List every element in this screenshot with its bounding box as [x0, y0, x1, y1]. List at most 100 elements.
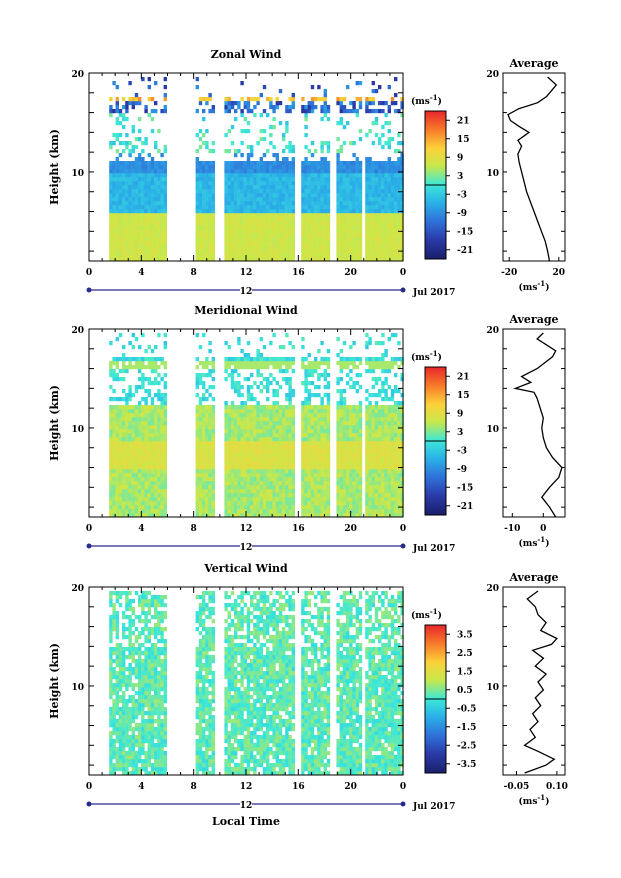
heatmap-cell [317, 409, 320, 413]
heatmap-cell [244, 229, 247, 233]
heatmap-cell [375, 245, 378, 249]
heatmap-cell [285, 445, 288, 449]
heatmap-cell [109, 209, 112, 213]
heatmap-cell [320, 357, 323, 361]
heatmap-cell [199, 445, 202, 449]
heatmap-cell [164, 245, 167, 249]
heatmap-cell [384, 481, 387, 485]
heatmap-cell [352, 161, 355, 165]
heatmap-cell [250, 237, 253, 241]
heatmap-cell [352, 101, 355, 105]
heatmap-cell [109, 437, 112, 441]
heatmap-cell [327, 477, 330, 481]
heatmap-cell [202, 169, 205, 173]
heatmap-cell [311, 429, 314, 433]
heatmap-cell [349, 241, 352, 245]
heatmap-cell [135, 173, 138, 177]
heatmap-cell [112, 397, 115, 401]
heatmap-cell [308, 489, 311, 493]
heatmap-cell [234, 381, 237, 385]
heatmap-cell [324, 141, 327, 145]
heatmap-cell [196, 409, 199, 413]
heatmap-cell [256, 485, 259, 489]
heatmap-cell [256, 177, 259, 181]
heatmap-cell [324, 157, 327, 161]
heatmap-cell [256, 413, 259, 417]
heatmap-cell [231, 429, 234, 433]
heatmap-cell [234, 453, 237, 457]
heatmap-cell [141, 489, 144, 493]
heatmap-cell [125, 245, 128, 249]
heatmap-cell [160, 461, 163, 465]
heatmap-cell [160, 413, 163, 417]
heatmap-cell [250, 405, 253, 409]
heatmap-cell [272, 489, 275, 493]
heatmap-cell [397, 241, 400, 245]
heatmap-cell [208, 477, 211, 481]
heatmap-cell [253, 241, 256, 245]
heatmap-cell [381, 445, 384, 449]
heatmap-cell [343, 245, 346, 249]
heatmap-cell [157, 405, 160, 409]
heatmap-cell [349, 385, 352, 389]
heatmap-cell [116, 201, 119, 205]
heatmap-cell [119, 501, 122, 505]
heatmap-cell [132, 205, 135, 209]
heatmap-cell [381, 161, 384, 165]
heatmap-cell [266, 389, 269, 393]
heatmap-cell [208, 361, 211, 365]
heatmap-cell [231, 185, 234, 189]
heatmap-cell [375, 413, 378, 417]
heatmap-cell [336, 409, 339, 413]
heatmap-cell [116, 97, 119, 101]
heatmap-cell [311, 165, 314, 169]
heatmap-cell [266, 217, 269, 221]
heatmap-cell [266, 185, 269, 189]
heatmap-cell [269, 493, 272, 497]
heatmap-cell [349, 477, 352, 481]
heatmap-cell [381, 233, 384, 237]
heatmap-cell [244, 445, 247, 449]
heatmap-cell [138, 357, 141, 361]
heatmap-cell [285, 365, 288, 369]
heatmap-cell [324, 101, 327, 105]
heatmap-cell [378, 217, 381, 221]
heatmap-cell [266, 485, 269, 489]
heatmap-cell [263, 433, 266, 437]
heatmap-cell [365, 193, 368, 197]
heatmap-cell [205, 425, 208, 429]
heatmap-cell [244, 205, 247, 209]
heatmap-cell [148, 357, 151, 361]
heatmap-cell [263, 449, 266, 453]
heatmap-cell [125, 457, 128, 461]
heatmap-cell [314, 225, 317, 229]
heatmap-cell [276, 449, 279, 453]
heatmap-cell [247, 237, 250, 241]
heatmap-cell [231, 405, 234, 409]
heatmap-cell [199, 209, 202, 213]
heatmap-cell [368, 361, 371, 365]
heatmap-cell [112, 197, 115, 201]
heatmap-cell [244, 481, 247, 485]
heatmap-cell [196, 241, 199, 245]
heatmap-cell [279, 253, 282, 257]
heatmap-cell [359, 217, 362, 221]
heatmap-cell [349, 461, 352, 465]
heatmap-cell [314, 193, 317, 197]
heatmap-cell [122, 181, 125, 185]
heatmap-cell [148, 497, 151, 501]
heatmap-cell [324, 461, 327, 465]
heatmap-cell [234, 109, 237, 113]
heatmap-cell [253, 429, 256, 433]
x-tick-label: 12 [240, 268, 253, 278]
heatmap-cell [314, 465, 317, 469]
heatmap-cell [119, 405, 122, 409]
heatmap-cell [368, 421, 371, 425]
heatmap-cell [224, 233, 227, 237]
heatmap-cell [208, 213, 211, 217]
heatmap-cell [144, 189, 147, 193]
heatmap-cell [199, 381, 202, 385]
heatmap-cell [144, 105, 147, 109]
heatmap-cell [388, 181, 391, 185]
